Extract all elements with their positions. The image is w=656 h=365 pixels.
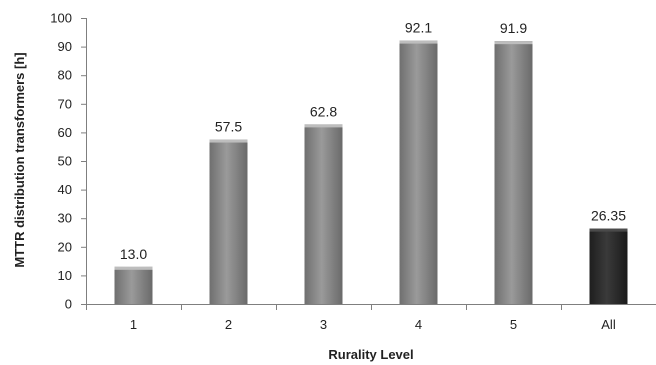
bar-all	[589, 228, 628, 304]
bar-3	[304, 124, 343, 304]
bar-top-bevel	[589, 228, 628, 232]
data-label: 92.1	[405, 20, 432, 36]
x-tick-label: 5	[510, 317, 517, 332]
bar-top-bevel	[209, 139, 248, 143]
data-label: 91.9	[500, 20, 527, 36]
x-axis-ticks: 1 2 3 4 5 All	[86, 304, 616, 332]
x-tick-label: All	[601, 317, 616, 332]
data-label: 62.8	[310, 103, 337, 119]
bar-top-bevel	[494, 41, 533, 45]
y-tick-label: 80	[58, 68, 72, 83]
bars: 13.0 57.5 62.8 92.1 91.9 26.35	[114, 20, 628, 305]
y-tick-label: 50	[58, 154, 72, 169]
x-axis-title: Rurality Level	[328, 347, 413, 362]
data-label: 26.35	[591, 208, 626, 224]
y-tick-label: 90	[58, 39, 72, 54]
y-tick-label: 70	[58, 96, 72, 111]
bar-top-bevel	[304, 124, 343, 128]
data-label: 13.0	[120, 246, 147, 262]
x-tick-label: 4	[415, 317, 422, 332]
bar-top-bevel	[114, 266, 153, 270]
y-axis-title: MTTR distribution transformers [h]	[12, 52, 27, 267]
y-tick-label: 60	[58, 125, 72, 140]
y-tick-label: 10	[58, 268, 72, 283]
x-tick-label: 1	[130, 317, 137, 332]
y-tick-label: 0	[65, 297, 72, 312]
bar-2	[209, 139, 248, 304]
data-label: 57.5	[215, 119, 242, 135]
x-tick-label: 2	[225, 317, 232, 332]
bar-1	[114, 266, 153, 304]
bar-4	[399, 40, 438, 305]
y-tick-label: 100	[50, 11, 72, 26]
y-tick-label: 40	[58, 182, 72, 197]
x-tick-label: 3	[320, 317, 327, 332]
bar-5	[494, 41, 533, 304]
y-axis-ticks: 0 10 20 30 40 50 60 70 80 90 100	[50, 11, 86, 312]
bar-top-bevel	[399, 40, 438, 44]
y-tick-label: 20	[58, 239, 72, 254]
y-tick-label: 30	[58, 211, 72, 226]
